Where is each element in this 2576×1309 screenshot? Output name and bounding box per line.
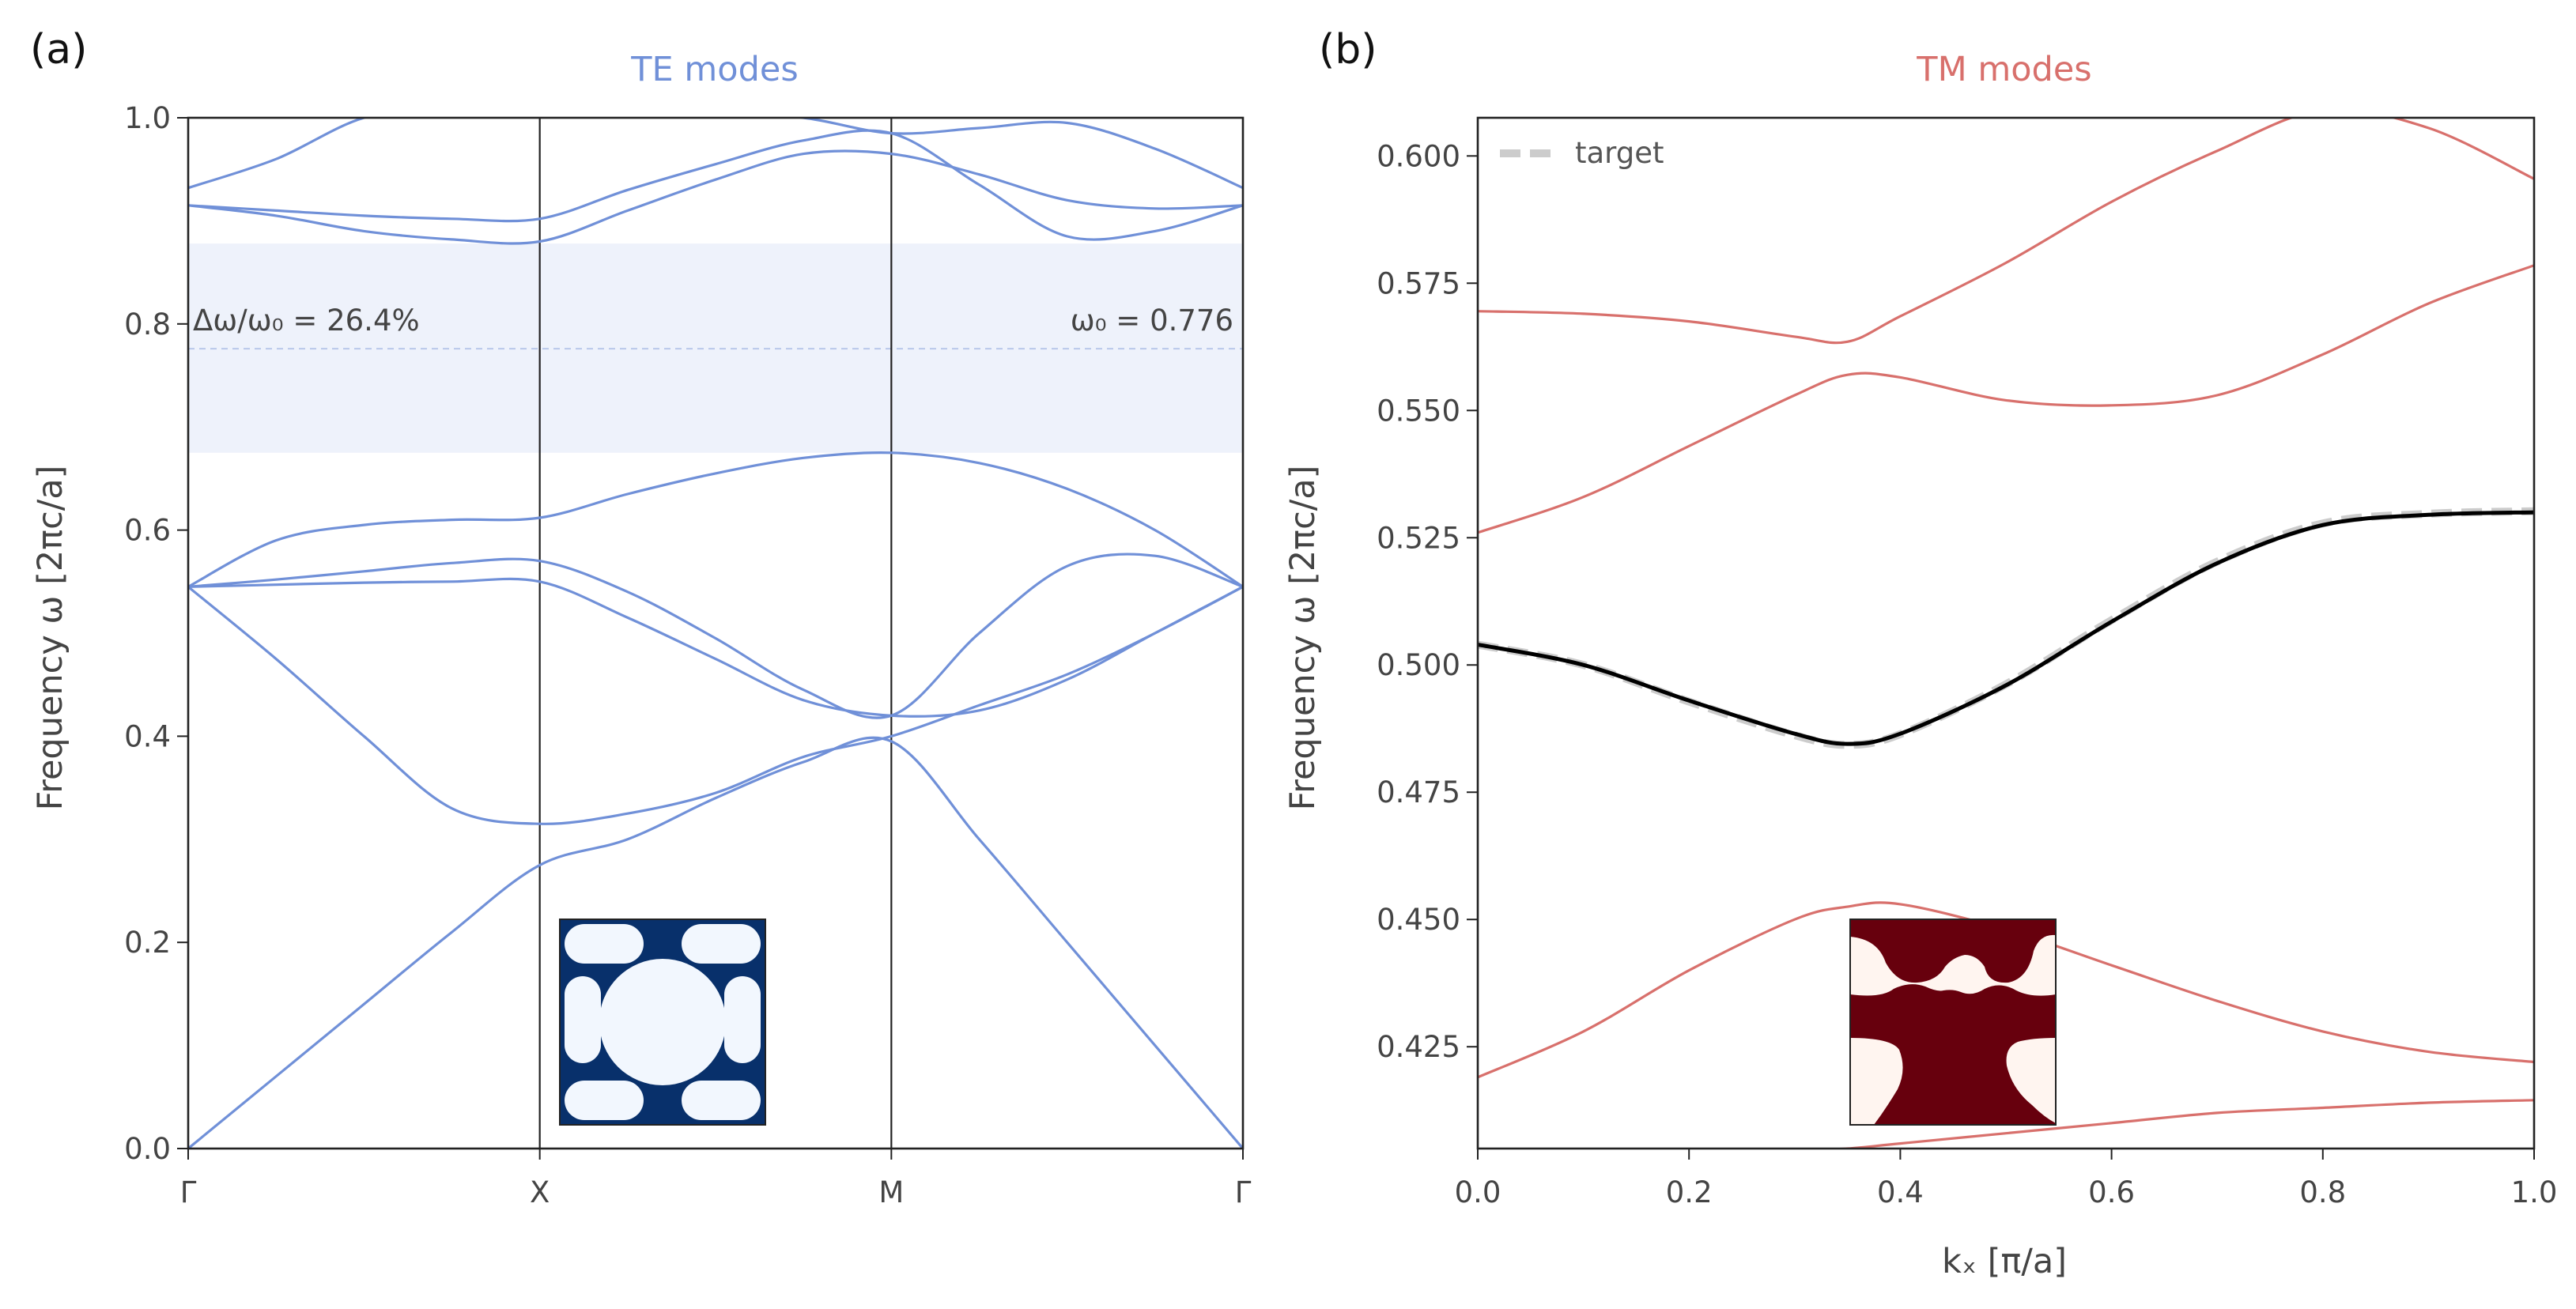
inset-te-hole	[682, 1081, 761, 1120]
te-band-line	[188, 149, 1243, 245]
panel-a-axes-frame	[187, 116, 1245, 1150]
y-tick-label: 0.0	[124, 1132, 171, 1166]
te-unit-cell-inset	[559, 919, 766, 1126]
designed-band-line	[1478, 510, 2534, 746]
te-modes-title: TE modes	[630, 50, 798, 89]
x-tick-label: 0.0	[1455, 1175, 1501, 1209]
panel-a-y-ticks: 0.0 0.2 0.4 0.6 0.8 1.0	[124, 101, 188, 1166]
tm-band-line	[1820, 1099, 2534, 1149]
panel-b-x-ticks: 0.0 0.2 0.4 0.6 0.8 1.0	[1455, 1149, 2558, 1209]
panel-b-y-axis-label: Frequency ω [2πc/a]	[1283, 466, 1323, 811]
y-tick-label: 0.425	[1377, 1030, 1460, 1064]
tm-band-line	[1478, 118, 2534, 345]
inset-te-center-hole	[599, 959, 726, 1085]
panel-b-x-axis-label: kₓ [π/a]	[1942, 1242, 2067, 1281]
inset-tm-frame	[1849, 919, 2057, 1126]
y-tick-label: 0.475	[1377, 775, 1460, 809]
panel-b-axes-frame	[1476, 116, 2536, 1150]
inset-te-hole	[565, 924, 644, 964]
x-tick-label: M	[878, 1175, 904, 1209]
target-dispersion-line	[1478, 507, 2534, 749]
y-tick-label: 0.500	[1377, 648, 1460, 682]
inset-tm-shape	[1850, 984, 2056, 1125]
y-tick-label: 0.550	[1377, 394, 1460, 428]
te-band-line	[188, 736, 1243, 1149]
y-tick-label: 0.600	[1377, 139, 1460, 173]
high-symmetry-lines	[538, 118, 893, 1149]
y-tick-label: 0.6	[124, 514, 171, 548]
inset-te-hole	[682, 924, 761, 964]
x-tick-label: 1.0	[2511, 1175, 2558, 1209]
x-tick-label: 0.6	[2088, 1175, 2135, 1209]
te-band-line	[188, 577, 1243, 718]
inset-te-hole	[565, 976, 601, 1063]
panel-b-y-ticks: 0.425 0.450 0.475 0.500 0.525 0.550 0.575 0.600	[1377, 139, 1478, 1064]
tm-modes-title: TM modes	[1916, 50, 2091, 89]
x-tick-label: 0.4	[1877, 1175, 1924, 1209]
y-tick-label: 0.450	[1377, 903, 1460, 937]
y-tick-label: 0.4	[124, 719, 171, 753]
gap-ratio-annotation: Δω/ω₀ = 26.4%	[193, 304, 420, 338]
tm-band-line	[1478, 901, 2534, 1079]
y-tick-label: 0.8	[124, 307, 171, 341]
te-band-line	[188, 118, 1243, 190]
y-tick-label: 0.2	[124, 926, 171, 960]
panel-a-y-axis-label: Frequency ω [2πc/a]	[31, 466, 70, 811]
inset-tm-shape	[1850, 919, 2056, 983]
tm-unit-cell-inset	[1849, 919, 2057, 1126]
te-band-line	[188, 129, 1243, 241]
inset-te-hole	[565, 1081, 644, 1120]
tm-band-lines	[1478, 118, 2534, 1149]
gap-center-annotation: ω₀ = 0.776	[1071, 304, 1233, 338]
y-tick-label: 0.575	[1377, 266, 1460, 300]
y-tick-label: 0.525	[1377, 521, 1460, 555]
x-tick-label: 0.8	[2299, 1175, 2346, 1209]
te-band-line	[188, 553, 1243, 719]
te-band-line	[188, 451, 1243, 588]
panel-a-label: (a)	[30, 26, 87, 74]
x-tick-label: Γ	[180, 1175, 197, 1209]
panel-a-te-modes: (a) TE modes Δω/ω₀ = 26.4% ω₀ = 0.776 0.…	[30, 26, 1252, 1209]
x-tick-label: Γ	[1235, 1175, 1252, 1209]
legend-target-label: target	[1575, 136, 1664, 170]
y-tick-label: 1.0	[124, 101, 171, 135]
x-tick-label: 0.2	[1666, 1175, 1713, 1209]
panel-b-label: (b)	[1319, 26, 1377, 74]
panel-b-tm-modes: (b) TM modes target 0.425 0.450 0.475 0.500…	[1283, 26, 2557, 1281]
tm-band-line	[1478, 264, 2534, 534]
inset-te-hole	[724, 976, 761, 1063]
inset-te-frame	[559, 919, 766, 1126]
legend: target	[1500, 136, 1664, 170]
te-band-line	[188, 585, 1243, 825]
x-tick-label: X	[530, 1175, 550, 1209]
